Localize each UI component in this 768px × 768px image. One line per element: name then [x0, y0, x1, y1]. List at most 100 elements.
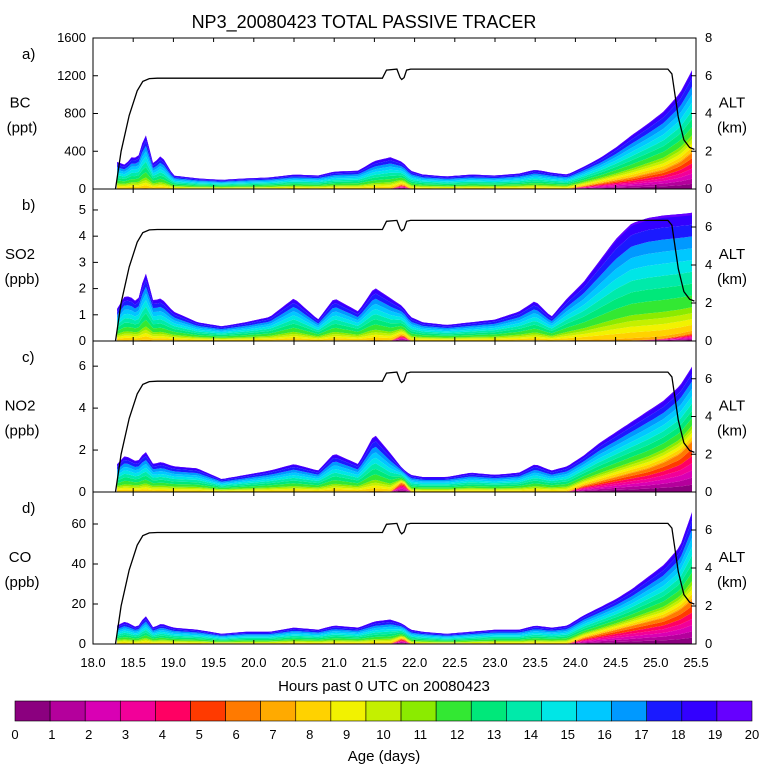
y-tick-label: 4	[79, 228, 86, 243]
alt-unit: (km)	[717, 422, 747, 439]
colorbar-swatch-1	[49, 700, 86, 722]
panel-letter: d)	[22, 500, 35, 517]
x-tick-label: 24.5	[603, 655, 628, 670]
alt-tick-label: 2	[705, 598, 712, 613]
y-tick-label: 2	[79, 281, 86, 296]
colorbar-label: Age (days)	[348, 748, 421, 765]
alt-label: ALT	[719, 549, 745, 566]
colorbar-swatch-13	[470, 700, 507, 722]
colorbar-swatch-6	[225, 700, 261, 722]
age-band-9	[117, 319, 693, 340]
y-tick-label: 0	[79, 636, 86, 651]
age-band-16	[117, 388, 693, 485]
colorbar-tick-label: 17	[634, 727, 648, 742]
y-tick-label: 2	[79, 442, 86, 457]
y-tick-label: 0	[79, 333, 86, 348]
colorbar-swatch-9	[330, 700, 367, 722]
colorbar-tick-label: 9	[343, 727, 350, 742]
x-tick-label: 20.0	[241, 655, 266, 670]
y-tick-label: 3	[79, 254, 86, 269]
age-band-12	[117, 295, 693, 338]
x-tick-label: 20.5	[281, 655, 306, 670]
colorbar-swatch-7	[260, 700, 297, 722]
alt-label: ALT	[719, 94, 745, 111]
x-tick-label: 23.0	[482, 655, 507, 670]
colorbar-swatch-0	[14, 700, 51, 722]
colorbar-swatch-2	[84, 700, 121, 722]
alt-tick-label: 8	[705, 30, 712, 45]
x-tick-label: 18.5	[121, 655, 146, 670]
alt-tick-label: 2	[705, 143, 712, 158]
y-tick-label: 60	[72, 516, 86, 531]
panels: 04008001200160002468a)BC(ppt)ALT(km)0123…	[4, 30, 747, 651]
age-band-10	[117, 313, 693, 340]
panel-so2: 0 1 2 3 4 5 0 2 4 6 b) SO2 (ppb) ALT (km)	[4, 188, 747, 348]
age-colorbar: 0 1 2 3 4 5 6 7 8 9 10 11 12 13 14 15 16 17 18 19 20	[11, 700, 759, 742]
colorbar-swatch-4	[155, 700, 191, 722]
alt-unit: (km)	[717, 119, 747, 136]
x-tick-label: 23.5	[523, 655, 548, 670]
variable-name: CO	[9, 549, 32, 566]
variable-unit: (ppb)	[4, 271, 39, 288]
colorbar-swatch-19	[681, 700, 718, 722]
age-band-0	[117, 637, 693, 644]
x-tick-label: 21.0	[322, 655, 347, 670]
x-tick-label: 24.0	[563, 655, 588, 670]
y-tick-label: 0	[79, 181, 86, 196]
y-tick-label: 5	[79, 202, 86, 217]
colorbar-tick-label: 7	[269, 727, 276, 742]
alt-label: ALT	[719, 397, 745, 414]
variable-name: SO2	[5, 246, 35, 263]
colorbar-swatch-11	[400, 700, 437, 722]
colorbar-swatch-14	[506, 700, 542, 722]
panel-letter: a)	[22, 46, 35, 63]
colorbar-tick-label: 13	[487, 727, 501, 742]
altitude-line	[114, 219, 695, 342]
age-bands	[117, 212, 693, 341]
alt-tick-label: 2	[705, 446, 712, 461]
variable-name: BC	[10, 94, 31, 111]
alt-tick-label: 4	[705, 560, 712, 575]
colorbar-tick-label: 14	[524, 727, 538, 742]
y-tick-label: 20	[72, 596, 86, 611]
alt-tick-label: 4	[705, 257, 712, 272]
y-tick-label: 6	[79, 358, 86, 373]
colorbar-tick-label: 12	[450, 727, 464, 742]
alt-tick-label: 0	[705, 333, 712, 348]
variable-unit: (ppt)	[7, 119, 38, 136]
y-tick-label: 4	[79, 400, 86, 415]
y-tick-label: 400	[64, 143, 86, 158]
y-tick-label: 800	[64, 106, 86, 121]
colorbar-tick-label: 16	[597, 727, 611, 742]
age-band-0	[117, 484, 693, 492]
alt-tick-label: 6	[705, 371, 712, 386]
colorbar-tick-label: 4	[159, 727, 166, 742]
colorbar-swatch-8	[295, 700, 332, 722]
age-band-0	[117, 183, 693, 189]
age-band-14	[117, 271, 693, 335]
colorbar-tick-label: 2	[85, 727, 92, 742]
x-tick-label: 19.5	[201, 655, 226, 670]
x-tick-label: 22.0	[402, 655, 427, 670]
altitude-line	[114, 68, 695, 190]
alt-unit: (km)	[717, 271, 747, 288]
age-band-0	[117, 339, 693, 341]
x-axis: 18.0 18.5 19.0 19.5 20.0 20.5 21.0 21.5 22.0 22.5…	[80, 655, 708, 670]
colorbar-tick-label: 5	[196, 727, 203, 742]
colorbar-tick-label: 8	[306, 727, 313, 742]
panel-letter: b)	[22, 197, 35, 214]
age-band-18	[117, 374, 693, 482]
y-tick-label: 1200	[57, 68, 86, 83]
colorbar-tick-label: 20	[745, 727, 759, 742]
alt-label: ALT	[719, 246, 745, 263]
colorbar-swatch-3	[119, 700, 156, 722]
x-tick-label: 22.5	[442, 655, 467, 670]
alt-tick-label: 0	[705, 484, 712, 499]
x-tick-label: 25.5	[683, 655, 708, 670]
alt-tick-label: 6	[705, 522, 712, 537]
altitude-line	[114, 522, 695, 645]
age-band-13	[117, 283, 693, 337]
alt-tick-label: 6	[705, 219, 712, 234]
age-band-8	[117, 324, 693, 341]
